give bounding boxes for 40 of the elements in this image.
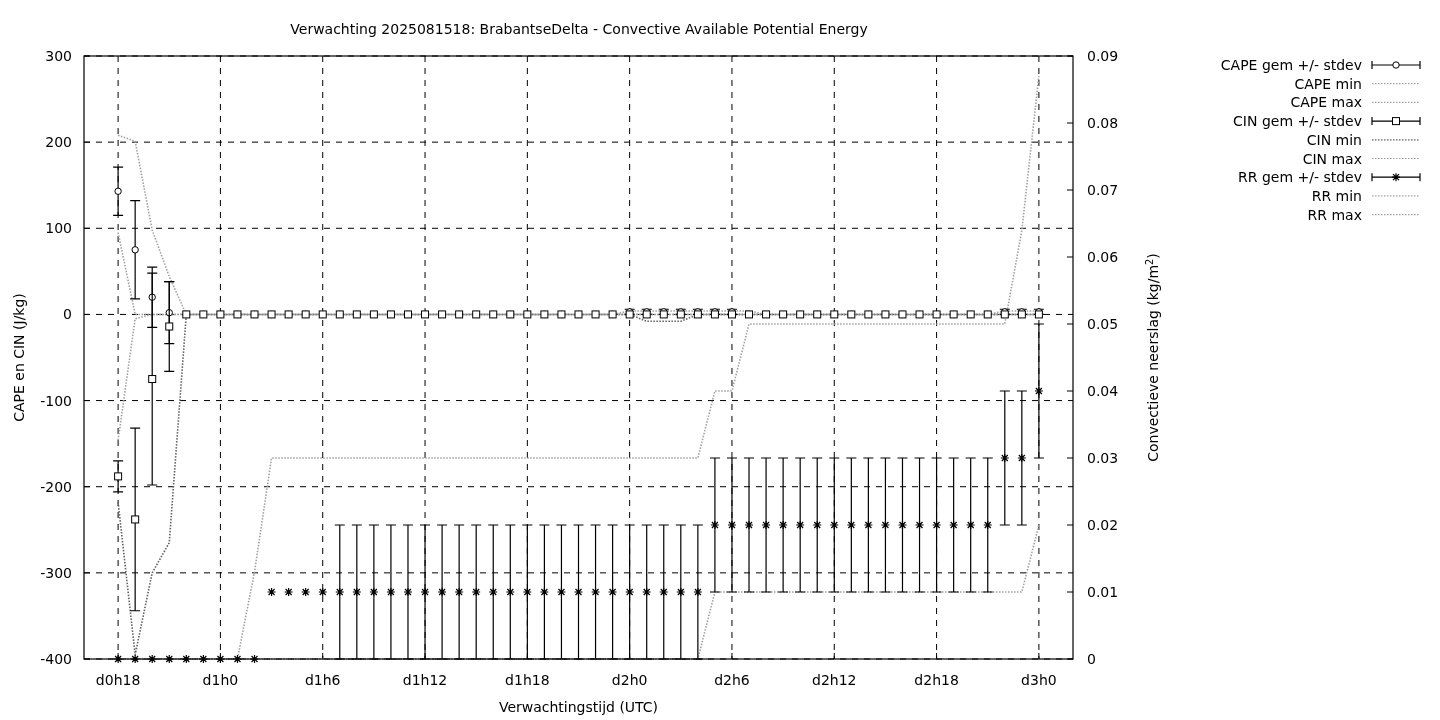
legend-label: CAPE max: [1290, 94, 1362, 111]
y2-tick-label: 0.02: [1087, 517, 1119, 533]
x-tick-label: d2h18: [914, 672, 959, 688]
x-tick-label: d1h12: [402, 672, 448, 688]
legend-label: RR max: [1307, 206, 1362, 223]
x-tick-label: d2h12: [812, 672, 857, 688]
y2-tick-label: 0.07: [1087, 182, 1119, 198]
y-tick-label: 0: [63, 306, 72, 323]
y-tick-label: -100: [40, 392, 72, 409]
y-tick-label: 100: [45, 220, 72, 237]
legend-label: RR min: [1311, 187, 1362, 204]
y2-tick-label: 0.03: [1087, 450, 1119, 466]
y2-tick-label: 0.06: [1087, 249, 1119, 265]
x-tick-label: d1h0: [202, 672, 239, 688]
x-tick-label: d2h6: [714, 672, 750, 688]
x-tick-label: d2h0: [611, 672, 648, 688]
legend-label: CAPE gem +/- stdev: [1220, 57, 1362, 73]
y-axis-title: CAPE en CIN (J/kg): [11, 293, 27, 422]
legend-label: CAPE min: [1294, 75, 1362, 92]
y-tick-label: 300: [45, 48, 72, 64]
legend-label: CIN min: [1306, 131, 1362, 148]
y2-tick-label: 0.04: [1087, 383, 1119, 399]
x-axis-title: Verwachtingstijd (UTC): [498, 699, 659, 715]
y2-tick-label: 0: [1087, 651, 1096, 667]
legend-label: CIN gem +/- stdev: [1233, 113, 1362, 130]
x-tick-label: d3h0: [1021, 672, 1057, 688]
legend-label: RR gem +/- stdev: [1237, 169, 1362, 186]
y-tick-label: -300: [40, 564, 72, 581]
x-tick-label: d1h6: [304, 672, 341, 688]
y-tick-label: -400: [40, 651, 72, 667]
x-tick-label: d0h18: [95, 672, 141, 688]
x-tick-label: d1h18: [505, 672, 550, 688]
y2-tick-label: 0.09: [1087, 48, 1119, 64]
y-tick-label: 200: [45, 134, 72, 151]
y2-tick-label: 0.05: [1087, 316, 1119, 332]
legend-label: CIN max: [1302, 150, 1362, 167]
y2-tick-label: 0.01: [1087, 584, 1119, 600]
chart-title: Verwachting 2025081518: BrabantseDelta - Convective Available Potential Energy: [290, 21, 868, 37]
y2-tick-label: 0.08: [1087, 115, 1119, 131]
y-tick-label: -200: [40, 478, 72, 495]
